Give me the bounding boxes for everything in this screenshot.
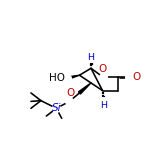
Text: H: H [101, 101, 108, 110]
Text: H: H [88, 53, 95, 62]
Text: HO: HO [49, 73, 65, 83]
Text: O: O [66, 88, 74, 98]
Text: O: O [133, 72, 141, 82]
Text: Si: Si [52, 103, 62, 113]
Polygon shape [67, 75, 79, 80]
Polygon shape [78, 83, 91, 94]
Text: O: O [98, 64, 107, 74]
